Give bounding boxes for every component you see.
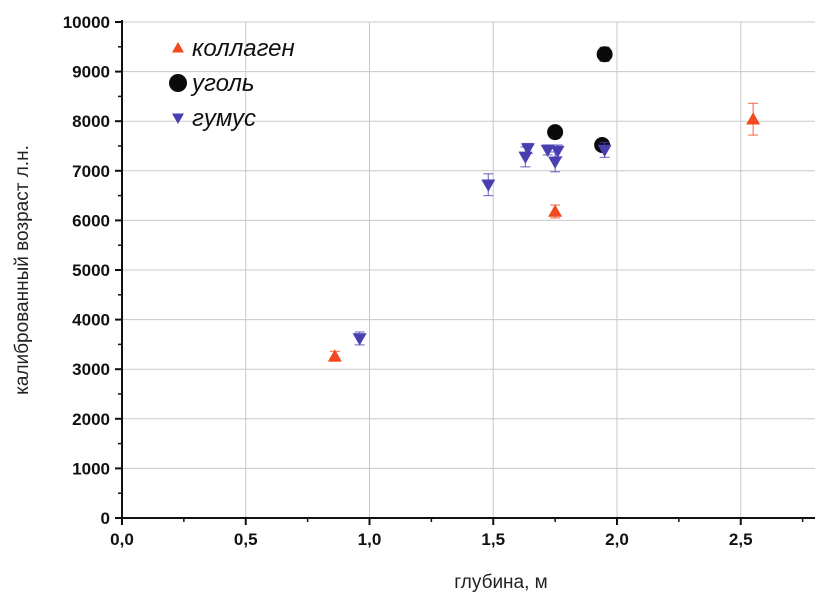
y-tick-label: 3000	[72, 360, 110, 379]
x-tick-label: 0,5	[234, 530, 258, 549]
y-tick-label: 7000	[72, 162, 110, 181]
x-tick-label: 2,5	[729, 530, 753, 549]
x-tick-label: 1,5	[481, 530, 505, 549]
x-tick-label: 2,0	[605, 530, 629, 549]
data-point-triangle-down	[540, 144, 555, 157]
data-point-triangle-down	[352, 333, 367, 346]
data-point-triangle-up	[746, 112, 761, 125]
y-tick-label: 6000	[72, 211, 110, 230]
legend-label: коллаген	[192, 35, 295, 62]
data-point-triangle-up	[327, 349, 342, 362]
legend-marker-triangle-up	[172, 42, 184, 53]
data-points	[327, 46, 761, 362]
y-axis-label: калиброванный возраст л.н.	[12, 145, 33, 395]
y-tick-label: 8000	[72, 112, 110, 131]
y-tick-label: 4000	[72, 311, 110, 330]
y-tick-label: 9000	[72, 63, 110, 82]
data-point-triangle-down	[518, 151, 533, 164]
grid-lines	[122, 21, 815, 518]
data-point-circle	[547, 124, 564, 141]
legend-label: уголь	[190, 70, 255, 97]
x-tick-label: 0,0	[110, 530, 134, 549]
y-tick-label: 1000	[72, 459, 110, 478]
legend-label: гумус	[192, 105, 256, 132]
data-point-circle	[596, 46, 613, 63]
data-point-triangle-down	[481, 179, 496, 192]
x-axis-label: глубина, м	[454, 572, 548, 593]
data-point-triangle-down	[597, 144, 612, 157]
y-tick-label: 0	[101, 509, 110, 528]
y-tick-label: 2000	[72, 410, 110, 429]
legend-marker-triangle-down	[172, 113, 184, 124]
data-point-triangle-down	[548, 156, 563, 169]
y-tick-label: 10000	[63, 13, 110, 32]
x-tick-label: 1,0	[358, 530, 382, 549]
legend: коллаген уголь гумус	[169, 35, 295, 132]
data-point-triangle-down	[550, 145, 565, 158]
data-point-triangle-up	[548, 204, 563, 217]
y-tick-label: 5000	[72, 261, 110, 280]
legend-marker-circle	[169, 74, 187, 92]
ticks: 0 1000 2000 3000 4000 5000 6000 7000 8000 9000 100…	[63, 13, 804, 549]
data-point-triangle-down	[520, 143, 535, 156]
